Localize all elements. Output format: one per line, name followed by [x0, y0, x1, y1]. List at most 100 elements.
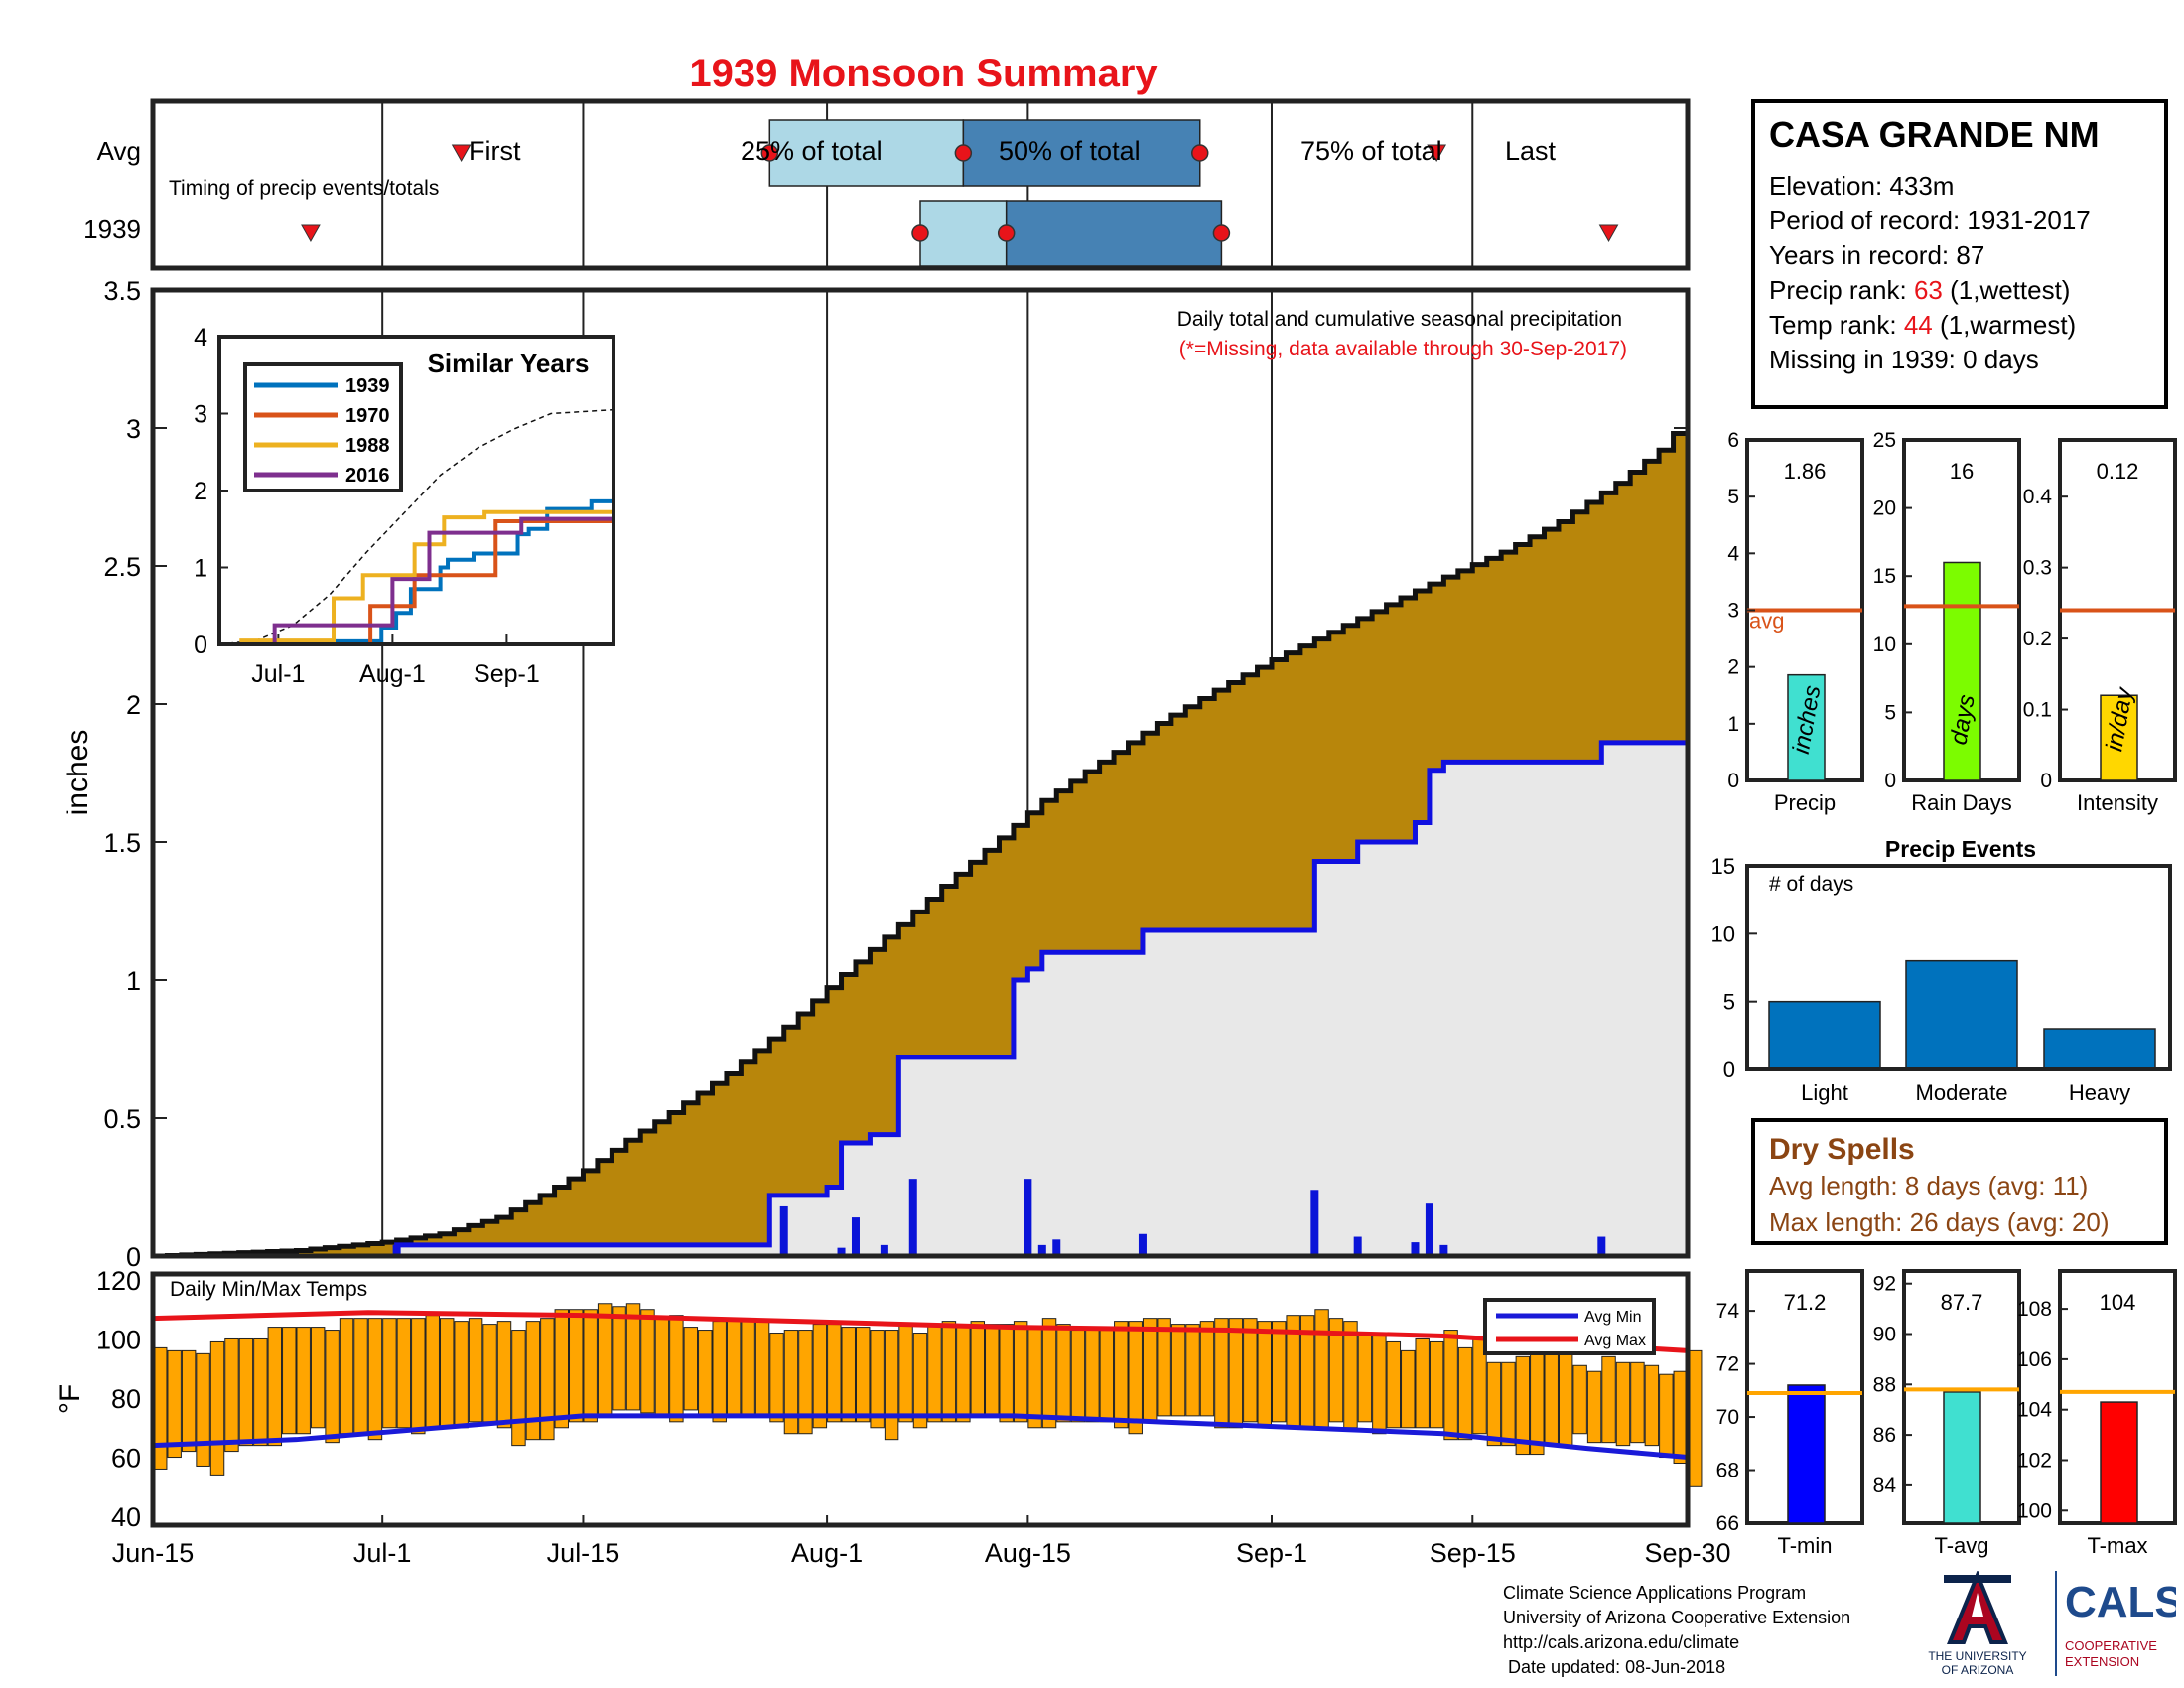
daily-precip-bar: [880, 1244, 888, 1256]
mini-precip-ytick-label: 2: [1727, 656, 1739, 679]
year-p75-marker: [1212, 224, 1231, 242]
mini-tmin: 66 68 70 72 74 71.2 T-min: [1716, 1269, 1864, 1558]
date-xtick-label: Jul-15: [547, 1538, 620, 1568]
timing-label-25: 25% of total: [741, 136, 883, 166]
inset-ytick-label: 0: [194, 632, 207, 659]
temp-bar: [999, 1324, 1014, 1423]
temp-bar: [1558, 1349, 1573, 1447]
temp-bar: [1688, 1349, 1703, 1487]
inset-legend-label: 2016: [345, 465, 390, 487]
temp-bar: [1673, 1370, 1688, 1464]
temp-bar: [870, 1330, 885, 1429]
temp-bar: [1070, 1330, 1086, 1423]
precip-ytick-label: 3.5: [103, 276, 141, 306]
daily-precip-bar: [1138, 1233, 1147, 1256]
temp-bar: [1157, 1318, 1171, 1417]
mini-tmin-value: 71.2: [1784, 1290, 1827, 1315]
mini-tmin-ytick-label: 70: [1716, 1406, 1739, 1429]
date-xtick-label: Jul-1: [353, 1538, 412, 1568]
temp-bar: [525, 1321, 541, 1441]
temp-bar: [1343, 1321, 1358, 1429]
mini-rain-days-ytick-label: 15: [1873, 565, 1896, 588]
cals-wordmark-icon: CALS COOPERATIVE EXTENSION: [2065, 1578, 2176, 1669]
station-missing: Missing in 1939: 0 days: [1769, 345, 2039, 374]
daily-precip-bar: [779, 1205, 788, 1256]
temp-ytick-label: 120: [96, 1266, 141, 1296]
temp-bar: [812, 1324, 828, 1429]
temp-rank-label: Temp rank:: [1769, 310, 1904, 340]
avg-cumulative-line: [153, 416, 1691, 1259]
events-inner-label: # of days: [1769, 873, 1853, 896]
temp-bar: [1429, 1340, 1444, 1429]
temp-bar: [927, 1324, 942, 1423]
temp-bar: [970, 1321, 986, 1417]
cals-line2: EXTENSION: [2065, 1654, 2139, 1669]
date-xtick-label: Jun-15: [112, 1538, 195, 1568]
mini-intensity-ytick-label: 0.4: [2023, 486, 2053, 508]
temp-bar: [583, 1309, 598, 1423]
temp-bar: [1185, 1324, 1200, 1417]
temp-bar: [898, 1324, 913, 1423]
temp-bar: [1257, 1321, 1272, 1429]
mini-tavg-xlabel: T-avg: [1934, 1533, 1988, 1558]
inset-legend-label: 1988: [345, 435, 390, 457]
mini-tavg-ytick-label: 92: [1873, 1273, 1896, 1296]
mini-tmax-xlabel: T-max: [2087, 1533, 2147, 1558]
temp-bar: [153, 1346, 168, 1470]
inset-xtick-label: Jul-1: [251, 660, 305, 688]
station-name: CASA GRANDE NM: [1769, 114, 2100, 155]
mini-tmax: 100 102 104 106 108 104 T-max: [2017, 1269, 2177, 1558]
date-xtick-label: Aug-1: [791, 1538, 863, 1568]
temp-bar: [1630, 1361, 1645, 1444]
mini-intensity-xlabel: Intensity: [2077, 790, 2158, 815]
university-logo: THE UNIVERSITY OF ARIZONA: [1916, 1571, 2039, 1676]
timing-row-year: 1939: [83, 214, 141, 244]
temp-bar: [612, 1306, 626, 1411]
footer-credits: Climate Science Applications Program Uni…: [1503, 1581, 1850, 1680]
mini-tmin-ytick-label: 66: [1716, 1512, 1739, 1535]
year-p50-marker: [997, 224, 1016, 242]
daily-precip-bar: [1353, 1236, 1362, 1256]
inset-line-1939: [219, 498, 614, 646]
temp-bar: [482, 1324, 497, 1423]
daily-precip-bar: [1439, 1244, 1448, 1256]
year-box-25-50: [919, 200, 1008, 267]
temp-frame: [150, 1271, 1691, 1528]
cals-text: CALS: [2065, 1578, 2176, 1626]
mini-rain-days-bar: [1943, 561, 1981, 781]
temp-bar: [411, 1318, 426, 1435]
temp-bar: [726, 1318, 742, 1417]
events-xtick-label: Light: [1801, 1080, 1848, 1105]
temp-bar: [912, 1333, 928, 1429]
precip-ytick-label: 0.5: [103, 1104, 141, 1134]
events-ytick-label: 15: [1711, 854, 1735, 879]
mini-intensity-ytick-label: 0.2: [2023, 628, 2052, 650]
footer-line1: Climate Science Applications Program: [1503, 1583, 1807, 1603]
temp-bar: [769, 1333, 784, 1423]
temp-bar: [1170, 1324, 1186, 1417]
avg-box-50-75: [962, 119, 1201, 187]
temp-bar: [640, 1309, 655, 1414]
year-p25-marker: [911, 224, 929, 242]
events-ytick-label: 5: [1723, 990, 1735, 1015]
mini-tmin-xlabel: T-min: [1778, 1533, 1833, 1558]
precip-missing-note: (*=Missing, data available through 30-Se…: [1179, 338, 1627, 360]
daily-precip-bar: [837, 1247, 846, 1256]
mini-rain-days-xlabel: Rain Days: [1911, 790, 2011, 815]
temp-bar: [827, 1324, 842, 1423]
temp-bar: [1415, 1337, 1430, 1429]
temp-bar: [712, 1321, 727, 1423]
station-period: Period of record: 1931-2017: [1769, 206, 2091, 235]
temp-bar: [554, 1309, 570, 1429]
mini-tavg-ytick-label: 90: [1873, 1324, 1896, 1346]
temp-rank: Temp rank: 44 (1,warmest): [1769, 308, 2150, 343]
temp-bar: [1228, 1318, 1244, 1429]
temp-bar: [1357, 1333, 1373, 1423]
temp-bar: [282, 1327, 297, 1435]
temp-bar: [1586, 1370, 1602, 1444]
mini-rain-days-ytick-label: 10: [1873, 633, 1896, 656]
temp-panel: 40 60 80 100 120 Jun-15 Jul-1 Jul-15 Aug-1 Aug-1…: [54, 1266, 1731, 1568]
mini-tmax-ytick-label: 108: [2017, 1298, 2052, 1321]
